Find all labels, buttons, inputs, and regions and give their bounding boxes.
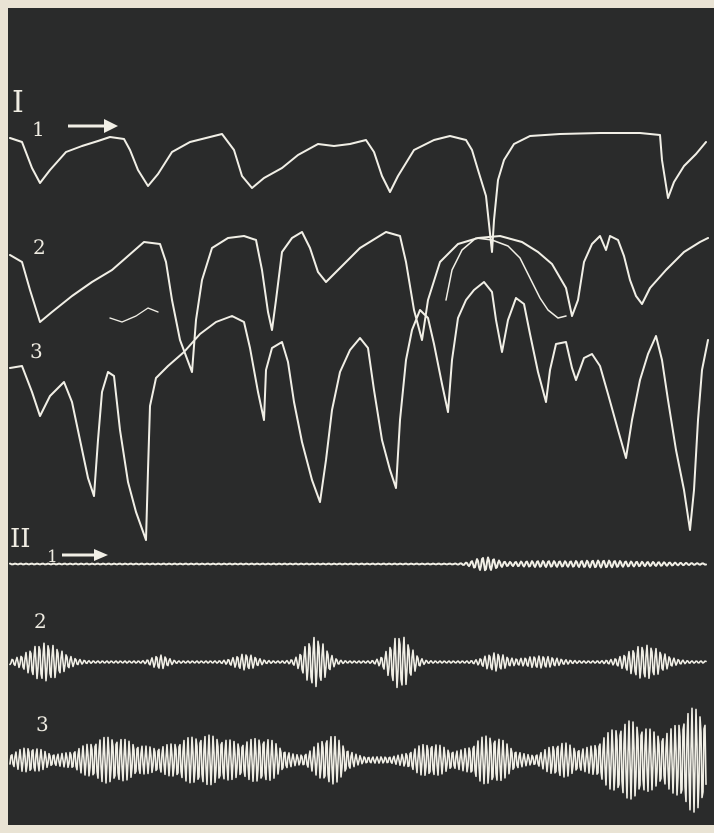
section-1-trace-2-upper-loop: [445, 237, 567, 319]
plate-edge-bottom: [0, 825, 714, 833]
section-1-trace-1-arrow-icon: [68, 119, 118, 133]
section-1-trace-3-overlap-stroke: [109, 307, 159, 323]
section-2-trace-2-label: 2: [34, 609, 47, 633]
plate-background: [8, 8, 714, 825]
section-2-label: II: [10, 524, 31, 554]
section-1-trace-3: [9, 281, 709, 541]
section-2-trace-1-arrow-icon: [62, 549, 108, 561]
section-2-trace-1: [9, 556, 707, 572]
section-2-trace-3-label: 3: [36, 712, 49, 736]
section-1-trace-2-label: 2: [33, 235, 46, 259]
section-1-trace-1-label: 1: [32, 117, 45, 141]
section-2-trace-2: [9, 636, 707, 689]
section-1-trace-2: [9, 231, 709, 373]
section-1-trace-1: [9, 132, 707, 253]
section-1-label: I: [12, 85, 24, 120]
section-1-trace-3-label: 3: [30, 339, 43, 363]
section-2-trace-1-label: 1: [47, 547, 58, 567]
section-2-trace-3: [9, 707, 707, 813]
